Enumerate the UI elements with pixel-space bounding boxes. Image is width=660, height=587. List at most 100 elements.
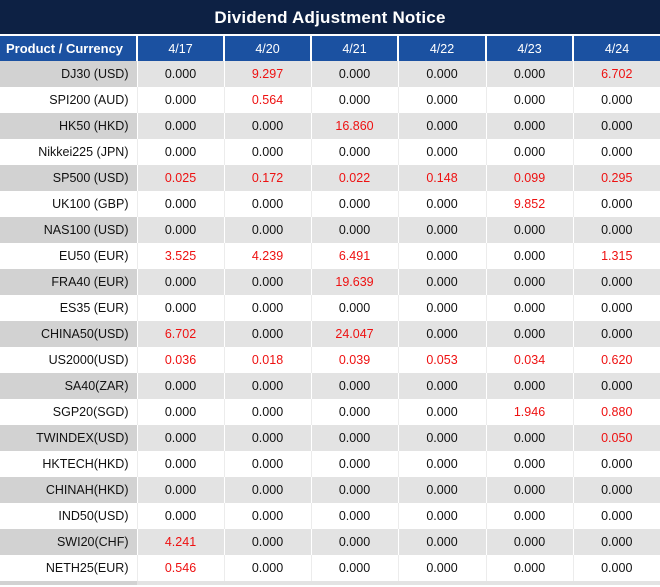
value-cell: 0.000 — [311, 477, 399, 503]
value-cell: 0.000 — [311, 373, 399, 399]
product-column-header: Product / Currency — [0, 36, 137, 61]
value-cell: 0.000 — [224, 399, 312, 425]
value-cell: 0.000 — [137, 373, 225, 399]
value-cell: 0.000 — [224, 451, 312, 477]
value-cell: 3.525 — [137, 243, 225, 269]
table-row: NAS100 (USD) 0.000 0.000 0.000 0.000 0.000 0.0… — [0, 217, 660, 243]
value-cell: 0.022 — [311, 165, 399, 191]
value-cell: 0.039 — [311, 347, 399, 373]
product-cell: US2000(USD) — [0, 347, 138, 373]
table-row: EU50 (EUR) 3.525 4.239 6.491 0.000 0.000 1.315 — [0, 243, 660, 269]
table-row: US2000(USD) 0.036 0.018 0.039 0.053 0.034 0.62… — [0, 347, 660, 373]
value-cell: 0.000 — [137, 425, 225, 451]
value-cell: 0.000 — [398, 451, 487, 477]
table-row: CHINAH(HKD) 0.000 0.000 0.000 0.000 0.000 0.00… — [0, 477, 660, 503]
value-cell: 0.000 — [398, 295, 487, 321]
value-cell: 0.000 — [486, 529, 574, 555]
value-cell: 0.620 — [573, 347, 660, 373]
value-cell: 0.546 — [137, 555, 225, 581]
value-cell: 0.050 — [573, 425, 660, 451]
value-cell: 0.036 — [137, 347, 225, 373]
cutoff-row-strip — [0, 581, 660, 585]
value-cell: 0.000 — [486, 61, 574, 87]
product-cell: NETH25(EUR) — [0, 555, 138, 581]
value-cell: 0.000 — [573, 321, 660, 347]
value-cell: 0.000 — [398, 529, 487, 555]
value-cell: 4.239 — [224, 243, 312, 269]
value-cell: 0.000 — [486, 139, 574, 165]
value-cell: 0.000 — [311, 87, 399, 113]
value-cell: 0.000 — [311, 503, 399, 529]
value-cell: 0.000 — [398, 503, 487, 529]
value-cell: 0.000 — [486, 477, 574, 503]
value-cell: 0.000 — [573, 139, 660, 165]
value-cell: 0.295 — [573, 165, 660, 191]
value-cell: 0.000 — [224, 477, 312, 503]
value-cell: 1.315 — [573, 243, 660, 269]
value-cell: 0.000 — [137, 451, 225, 477]
value-cell: 0.000 — [486, 243, 574, 269]
product-cell: NAS100 (USD) — [0, 217, 138, 243]
value-cell: 0.000 — [137, 503, 225, 529]
table-row: UK100 (GBP) 0.000 0.000 0.000 0.000 9.852 0.00… — [0, 191, 660, 217]
product-cell: SPI200 (AUD) — [0, 87, 138, 113]
value-cell: 0.000 — [486, 451, 574, 477]
cutoff-product-cell — [0, 581, 137, 585]
value-cell: 0.000 — [573, 113, 660, 139]
value-cell: 0.099 — [486, 165, 574, 191]
value-cell: 16.860 — [311, 113, 399, 139]
value-cell: 0.148 — [398, 165, 487, 191]
product-cell: Nikkei225 (JPN) — [0, 139, 138, 165]
value-cell: 4.241 — [137, 529, 225, 555]
value-cell: 0.000 — [224, 321, 312, 347]
date-column-header: 4/22 — [397, 36, 486, 61]
value-cell: 0.000 — [311, 425, 399, 451]
value-cell: 0.000 — [137, 191, 225, 217]
value-cell: 0.000 — [486, 295, 574, 321]
product-cell: SWI20(CHF) — [0, 529, 138, 555]
value-cell: 0.000 — [224, 503, 312, 529]
value-cell: 0.000 — [311, 399, 399, 425]
product-cell: DJ30 (USD) — [0, 61, 138, 87]
table-row: CHINA50(USD) 6.702 0.000 24.047 0.000 0.000 0.… — [0, 321, 660, 347]
value-cell: 0.000 — [486, 373, 574, 399]
value-cell: 0.000 — [137, 477, 225, 503]
value-cell: 0.000 — [573, 295, 660, 321]
value-cell: 0.000 — [137, 399, 225, 425]
table-row: DJ30 (USD) 0.000 9.297 0.000 0.000 0.000 6.702 — [0, 61, 660, 87]
value-cell: 0.000 — [398, 269, 487, 295]
value-cell: 0.000 — [311, 451, 399, 477]
date-column-header: 4/20 — [223, 36, 311, 61]
table-row: SWI20(CHF) 4.241 0.000 0.000 0.000 0.000 0.000 — [0, 529, 660, 555]
value-cell: 6.702 — [573, 61, 660, 87]
table-row: SP500 (USD) 0.025 0.172 0.022 0.148 0.099 0.29… — [0, 165, 660, 191]
product-cell: ES35 (EUR) — [0, 295, 138, 321]
value-cell: 0.000 — [573, 87, 660, 113]
value-cell: 0.000 — [398, 243, 487, 269]
value-cell: 0.000 — [486, 269, 574, 295]
value-cell: 0.000 — [398, 555, 487, 581]
value-cell: 0.000 — [486, 321, 574, 347]
table-row: IND50(USD) 0.000 0.000 0.000 0.000 0.000 0.000 — [0, 503, 660, 529]
table-row: ES35 (EUR) 0.000 0.000 0.000 0.000 0.000 0.000 — [0, 295, 660, 321]
header-row: Product / Currency 4/17 4/20 4/21 4/22 4/23 4/… — [0, 36, 660, 61]
value-cell: 0.000 — [486, 503, 574, 529]
value-cell: 0.000 — [311, 191, 399, 217]
value-cell: 0.000 — [573, 555, 660, 581]
product-cell: HK50 (HKD) — [0, 113, 138, 139]
date-column-header: 4/24 — [572, 36, 660, 61]
dividend-table: Product / Currency 4/17 4/20 4/21 4/22 4/23 4/… — [0, 36, 660, 581]
value-cell: 0.000 — [224, 555, 312, 581]
cutoff-value-cells — [137, 581, 660, 585]
value-cell: 0.000 — [398, 321, 487, 347]
value-cell: 0.000 — [573, 217, 660, 243]
date-column-header: 4/23 — [485, 36, 573, 61]
value-cell: 0.000 — [224, 373, 312, 399]
value-cell: 0.000 — [137, 217, 225, 243]
value-cell: 0.000 — [573, 373, 660, 399]
value-cell: 0.172 — [224, 165, 312, 191]
product-cell: UK100 (GBP) — [0, 191, 138, 217]
product-cell: SA40(ZAR) — [0, 373, 138, 399]
value-cell: 0.000 — [573, 503, 660, 529]
product-cell: IND50(USD) — [0, 503, 138, 529]
